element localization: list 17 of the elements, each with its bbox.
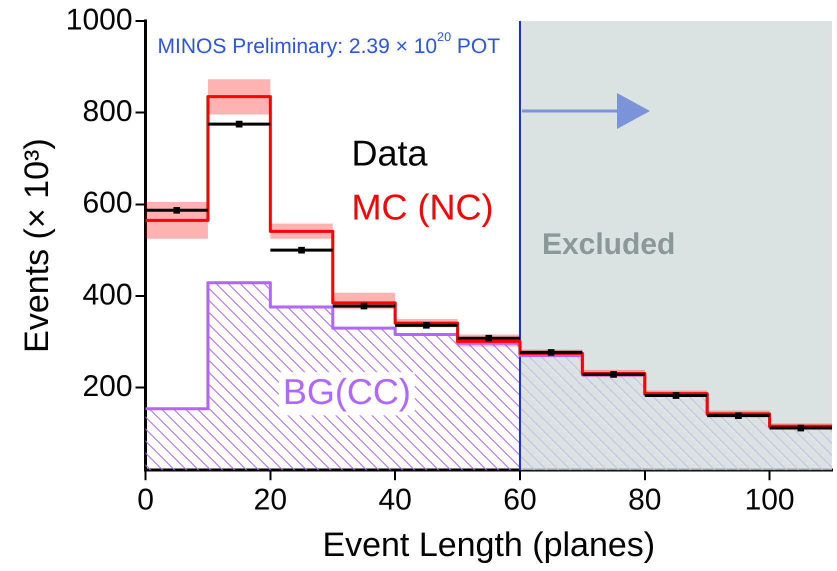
band-label: Excluded — [542, 228, 676, 261]
x-axis-title: Event Length (planes) — [322, 526, 656, 564]
y-tick-label: 200 — [82, 370, 133, 403]
x-tick-label: 40 — [378, 483, 412, 516]
y-tick-label: 800 — [82, 94, 133, 128]
x-tick-label: 60 — [503, 483, 537, 516]
x-tick-label: 0 — [137, 483, 154, 516]
x-tick-label: 100 — [744, 483, 795, 516]
series-label: MC (NC) — [351, 186, 494, 228]
y-tick-label: 1000 — [66, 3, 133, 36]
y-tick-label: 600 — [82, 186, 133, 220]
y-tick-label: 400 — [82, 278, 133, 312]
x-tick-label: 80 — [628, 483, 662, 516]
series-label: BG(CC) — [282, 370, 411, 412]
y-axis-title: Events (× 10³) — [18, 138, 56, 353]
x-tick-label: 20 — [254, 483, 288, 516]
text: Data — [351, 132, 428, 174]
